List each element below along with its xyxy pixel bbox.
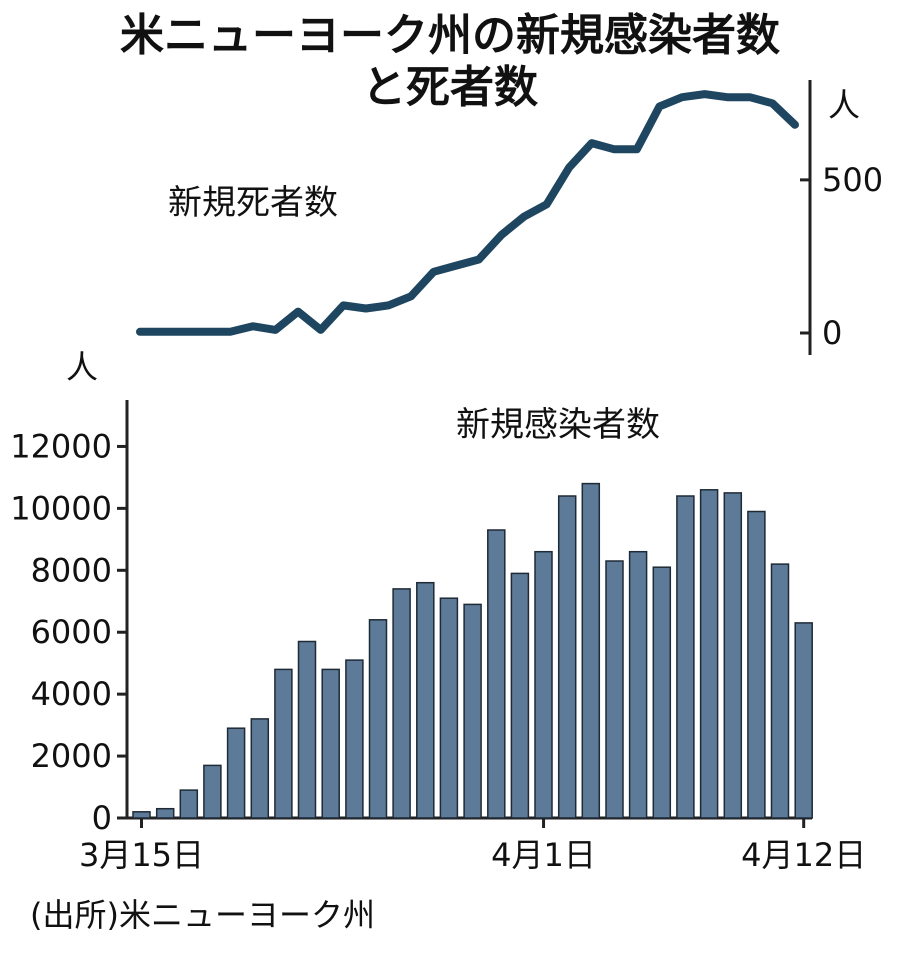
cases-bar [534,550,553,819]
deaths-y-tick-label: 500 [822,161,883,199]
cases-bar [392,588,411,819]
deaths-line [136,90,799,336]
chart-title-line1: 米ニューヨーク州の新規感染者数 [120,10,780,61]
cases-bar [652,566,672,819]
cases-bar [439,597,459,819]
chart-title-line2: と死者数 [362,62,538,113]
cases-bar [557,495,577,819]
cases-bar [794,622,813,819]
cases-bar [605,560,624,819]
cases-bar [155,807,175,819]
cases-bar [321,668,340,819]
cases-y-tick-label: 6000 [31,613,112,651]
deaths-line-chart: 人 新規死者数 0 500 [136,80,883,355]
cases-bar [699,489,719,819]
cases-y-tick-label: 8000 [31,551,112,589]
cases-bar [747,510,766,819]
cases-bar [463,603,482,819]
cases-bar [416,581,435,819]
cases-bar [179,789,199,819]
cases-bar [510,572,530,819]
deaths-series-label: 新規死者数 [168,183,338,223]
cases-bar [203,764,222,819]
cases-bar [250,718,270,819]
cases-bar [581,482,601,819]
cases-y-tick-label: 0 [92,799,112,837]
cases-bar [628,550,648,819]
cases-series-label: 新規感染者数 [456,405,660,445]
cases-bar [368,619,388,819]
cases-bar [723,492,743,819]
cases-unit-label: 人 [66,348,98,386]
cases-bar [132,811,151,819]
cases-bar [345,659,364,819]
cases-bar [274,668,293,819]
cases-bar [487,529,506,819]
cases-bar-chart: 人 新規感染者数 0 2000 4000 6000 8000 10000 12000 3月1… [10,348,866,874]
cases-bar [770,563,790,819]
cases-bar [226,727,246,819]
cases-bar [676,495,695,819]
deaths-y-tick-label: 0 [822,314,842,352]
cases-y-tick-label: 2000 [31,737,112,775]
cases-y-tick-label: 10000 [10,489,112,527]
cases-x-tick-label: 3月15日 [79,836,204,874]
cases-y-tick-label: 12000 [10,427,112,465]
cases-x-tick-label: 4月12日 [741,836,866,874]
cases-y-tick-label: 4000 [31,675,112,713]
deaths-unit-label: 人 [828,86,860,124]
cases-bar [297,640,317,819]
source-note: (出所)米ニューヨーク州 [30,896,375,934]
cases-x-tick-label: 4月1日 [491,836,596,874]
